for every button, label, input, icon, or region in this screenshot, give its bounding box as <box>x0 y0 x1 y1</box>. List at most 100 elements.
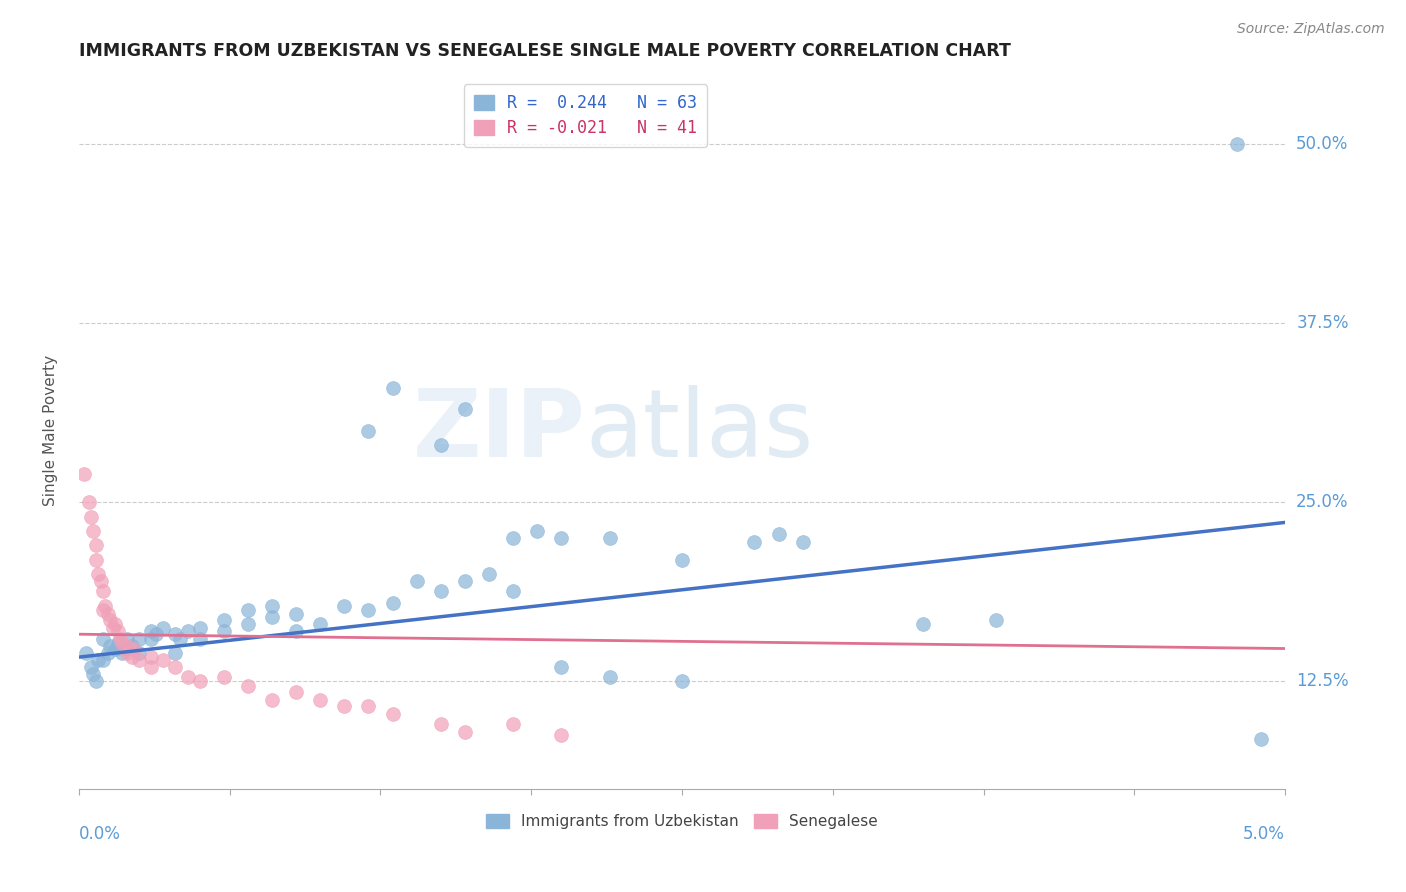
Point <box>188 632 211 646</box>
Point <box>111 646 134 660</box>
Point <box>98 613 121 627</box>
Point <box>176 670 198 684</box>
Point <box>141 660 163 674</box>
Point <box>454 724 477 739</box>
Point <box>212 624 235 639</box>
Point <box>128 632 150 646</box>
Point <box>671 552 693 566</box>
Point <box>550 531 572 545</box>
Point <box>599 531 621 545</box>
Point <box>75 646 97 660</box>
Point <box>188 674 211 689</box>
Point <box>77 495 100 509</box>
Point <box>1250 731 1272 746</box>
Point <box>236 617 259 632</box>
Point <box>169 632 191 646</box>
Point <box>80 509 103 524</box>
Text: 12.5%: 12.5% <box>1296 673 1348 690</box>
Point <box>285 607 308 621</box>
Point <box>115 646 138 660</box>
Point <box>84 674 107 689</box>
Point <box>430 584 453 599</box>
Point <box>87 653 110 667</box>
Text: 50.0%: 50.0% <box>1296 135 1348 153</box>
Text: Source: ZipAtlas.com: Source: ZipAtlas.com <box>1237 22 1385 37</box>
Point <box>91 653 114 667</box>
Point <box>502 717 524 731</box>
Text: 25.0%: 25.0% <box>1296 493 1348 511</box>
Point <box>84 538 107 552</box>
Point <box>90 574 112 589</box>
Point <box>91 632 114 646</box>
Point <box>405 574 427 589</box>
Point <box>260 693 283 707</box>
Point <box>94 599 117 613</box>
Point <box>188 622 211 636</box>
Point <box>357 698 380 713</box>
Point <box>82 524 104 538</box>
Legend: Immigrants from Uzbekistan, Senegalese: Immigrants from Uzbekistan, Senegalese <box>479 808 884 835</box>
Y-axis label: Single Male Poverty: Single Male Poverty <box>44 355 58 507</box>
Point <box>73 467 96 481</box>
Point <box>111 636 134 650</box>
Point <box>141 624 163 639</box>
Point <box>128 653 150 667</box>
Text: 5.0%: 5.0% <box>1243 825 1285 843</box>
Point <box>550 660 572 674</box>
Point <box>104 617 127 632</box>
Point <box>381 707 404 722</box>
Point <box>381 381 404 395</box>
Text: ZIP: ZIP <box>412 384 585 476</box>
Text: IMMIGRANTS FROM UZBEKISTAN VS SENEGALESE SINGLE MALE POVERTY CORRELATION CHART: IMMIGRANTS FROM UZBEKISTAN VS SENEGALESE… <box>79 42 1011 60</box>
Point <box>357 603 380 617</box>
Point <box>108 632 131 646</box>
Point <box>333 599 356 613</box>
Point <box>152 622 174 636</box>
Point <box>285 624 308 639</box>
Text: atlas: atlas <box>585 384 814 476</box>
Point <box>84 552 107 566</box>
Point <box>115 639 138 653</box>
Point <box>115 632 138 646</box>
Point <box>309 617 332 632</box>
Point <box>80 660 103 674</box>
Point <box>260 610 283 624</box>
Text: 37.5%: 37.5% <box>1296 314 1348 332</box>
Point <box>912 617 935 632</box>
Point <box>91 603 114 617</box>
Point <box>599 670 621 684</box>
Point <box>91 584 114 599</box>
Point <box>1226 137 1249 152</box>
Point <box>744 535 766 549</box>
Point <box>984 613 1007 627</box>
Point <box>176 624 198 639</box>
Point <box>309 693 332 707</box>
Point <box>236 679 259 693</box>
Point <box>97 607 120 621</box>
Point <box>165 660 187 674</box>
Point <box>121 639 143 653</box>
Point <box>768 527 790 541</box>
Point <box>107 636 129 650</box>
Point <box>236 603 259 617</box>
Text: 0.0%: 0.0% <box>79 825 121 843</box>
Point <box>128 646 150 660</box>
Point <box>97 646 120 660</box>
Point <box>357 424 380 438</box>
Point <box>260 599 283 613</box>
Point <box>478 567 501 582</box>
Point <box>101 622 124 636</box>
Point <box>212 613 235 627</box>
Point <box>381 596 404 610</box>
Point <box>124 641 146 656</box>
Point <box>792 535 814 549</box>
Point <box>141 650 163 665</box>
Point <box>526 524 548 538</box>
Point <box>430 717 453 731</box>
Point <box>152 653 174 667</box>
Point <box>141 632 163 646</box>
Point <box>333 698 356 713</box>
Point <box>165 627 187 641</box>
Point <box>285 684 308 698</box>
Point <box>107 624 129 639</box>
